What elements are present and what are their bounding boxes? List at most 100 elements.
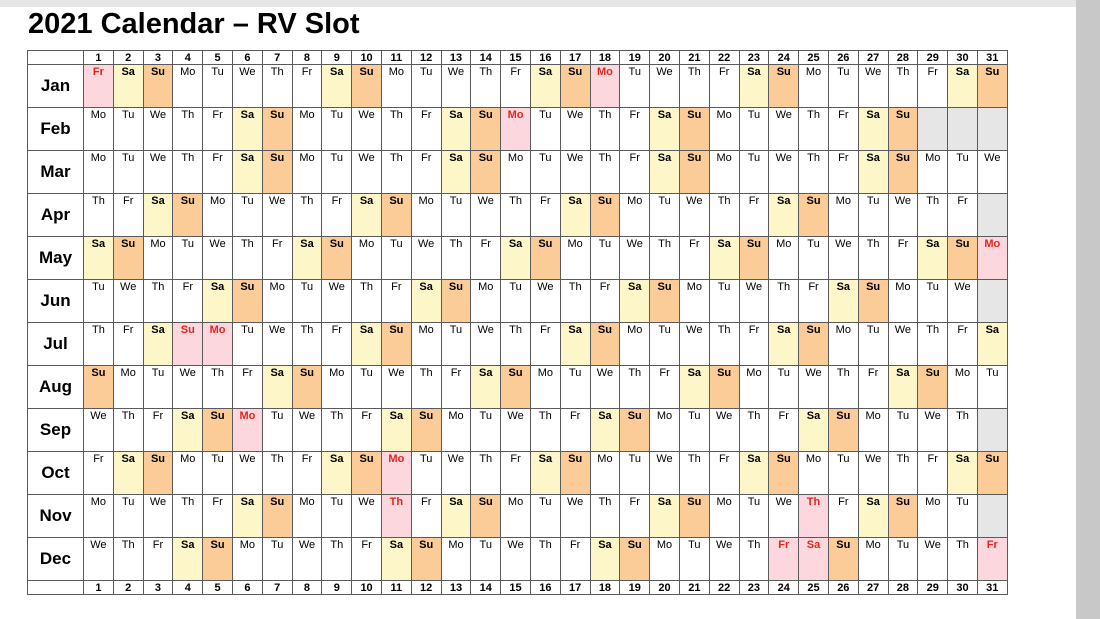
day-cell: Tu: [738, 150, 770, 194]
day-cell: Tu: [261, 537, 293, 581]
day-cell: Th: [112, 537, 144, 581]
day-cell: We: [231, 64, 263, 108]
day-cell: Th: [798, 494, 829, 538]
day-cell: Mo: [827, 193, 859, 237]
day-cell: Th: [678, 451, 710, 495]
day-cell: Fr: [827, 494, 859, 538]
day-cell: Mo: [619, 193, 651, 237]
day-cell: Fr: [798, 279, 829, 323]
day-cell: Su: [291, 365, 323, 409]
day-cell: Su: [470, 150, 502, 194]
month-row-feb: Feb Mo Tu We Th Fr Sa Su Mo Tu We Th Fr Sa Su Mo Tu We Th F…: [27, 107, 1008, 151]
day-cell: Tu: [947, 150, 978, 194]
day-cell: Mo: [112, 365, 144, 409]
day-cell: Su: [678, 494, 710, 538]
day-cell: Fr: [649, 365, 680, 409]
day-number-header: 6: [231, 50, 263, 65]
day-cell: Th: [708, 193, 740, 237]
day-cell: Su: [351, 451, 382, 495]
day-cell: Th: [947, 408, 978, 452]
month-row-apr: Apr Th Fr Sa Su Mo Tu We Th Fr Sa Su Mo Tu We Th Fr Sa Su M…: [27, 193, 1008, 237]
day-cell: Mo: [172, 451, 204, 495]
day-cell: Fr: [112, 193, 144, 237]
scrollbar[interactable]: [1076, 0, 1100, 619]
day-number-header: 22: [708, 50, 740, 65]
day-number-header: 25: [798, 50, 829, 65]
day-cell: Mo: [976, 236, 1008, 280]
day-number-header: 17: [559, 50, 591, 65]
day-cell: We: [708, 408, 740, 452]
day-cell: Su: [887, 494, 919, 538]
day-cell: Sa: [798, 537, 829, 581]
day-cell: We: [976, 150, 1008, 194]
day-cell: Mo: [231, 537, 263, 581]
day-cell: Tu: [619, 64, 651, 108]
header-corner-cell: [27, 50, 84, 65]
day-cell: Th: [321, 408, 353, 452]
day-cell: Sa: [738, 64, 770, 108]
day-cell: We: [440, 451, 472, 495]
day-number-footer: 1: [83, 580, 114, 595]
day-cell: We: [500, 537, 531, 581]
day-cell: Fr: [678, 236, 710, 280]
day-cell: Sa: [202, 279, 233, 323]
day-cell: Th: [202, 365, 233, 409]
day-cell: Sa: [380, 537, 412, 581]
day-cell: Mo: [857, 408, 889, 452]
empty-day-cell: [976, 193, 1008, 237]
day-cell: Sa: [559, 322, 591, 366]
day-cell: Th: [619, 365, 651, 409]
day-number-footer: 23: [738, 580, 770, 595]
day-cell: Sa: [589, 537, 621, 581]
day-cell: Tu: [887, 408, 919, 452]
day-cell: Tu: [470, 408, 502, 452]
day-cell: Su: [440, 279, 472, 323]
day-cell: We: [678, 193, 710, 237]
day-number-header: 30: [947, 50, 978, 65]
day-cell: Tu: [291, 279, 323, 323]
day-cell: We: [887, 322, 919, 366]
day-number-footer: 31: [976, 580, 1008, 595]
day-cell: Su: [947, 236, 978, 280]
day-cell: We: [142, 107, 174, 151]
day-cell: We: [559, 150, 591, 194]
day-cell: Mo: [470, 279, 502, 323]
day-cell: Su: [917, 365, 949, 409]
day-number-footer: 20: [649, 580, 680, 595]
day-cell: Th: [500, 193, 531, 237]
day-cell: Tu: [440, 322, 472, 366]
day-cell: Fr: [619, 107, 651, 151]
day-number-footer: 19: [619, 580, 651, 595]
month-label: Apr: [27, 193, 84, 237]
day-cell: Tu: [351, 365, 382, 409]
day-cell: We: [798, 365, 829, 409]
day-cell: Sa: [678, 365, 710, 409]
day-cell: Th: [559, 279, 591, 323]
day-cell: We: [827, 236, 859, 280]
day-cell: Su: [768, 451, 800, 495]
day-cell: Tu: [202, 64, 233, 108]
day-cell: We: [83, 408, 114, 452]
day-cell: Fr: [559, 408, 591, 452]
day-cell: Fr: [917, 451, 949, 495]
day-cell: Sa: [470, 365, 502, 409]
day-cell: Sa: [172, 408, 204, 452]
day-cell: Th: [261, 451, 293, 495]
day-cell: Th: [798, 107, 829, 151]
day-cell: Tu: [768, 365, 800, 409]
day-number-footer: 12: [410, 580, 442, 595]
day-cell: Fr: [83, 64, 114, 108]
day-cell: Su: [321, 236, 353, 280]
day-number-header: 14: [470, 50, 502, 65]
day-cell: Tu: [738, 107, 770, 151]
month-label: Aug: [27, 365, 84, 409]
day-cell: Fr: [291, 451, 323, 495]
day-cell: We: [947, 279, 978, 323]
day-cell: Th: [887, 64, 919, 108]
day-number-header: 12: [410, 50, 442, 65]
day-cell: Th: [172, 107, 204, 151]
day-cell: Mo: [291, 150, 323, 194]
day-cell: Tu: [798, 236, 829, 280]
day-cell: Su: [142, 64, 174, 108]
day-cell: Tu: [440, 193, 472, 237]
